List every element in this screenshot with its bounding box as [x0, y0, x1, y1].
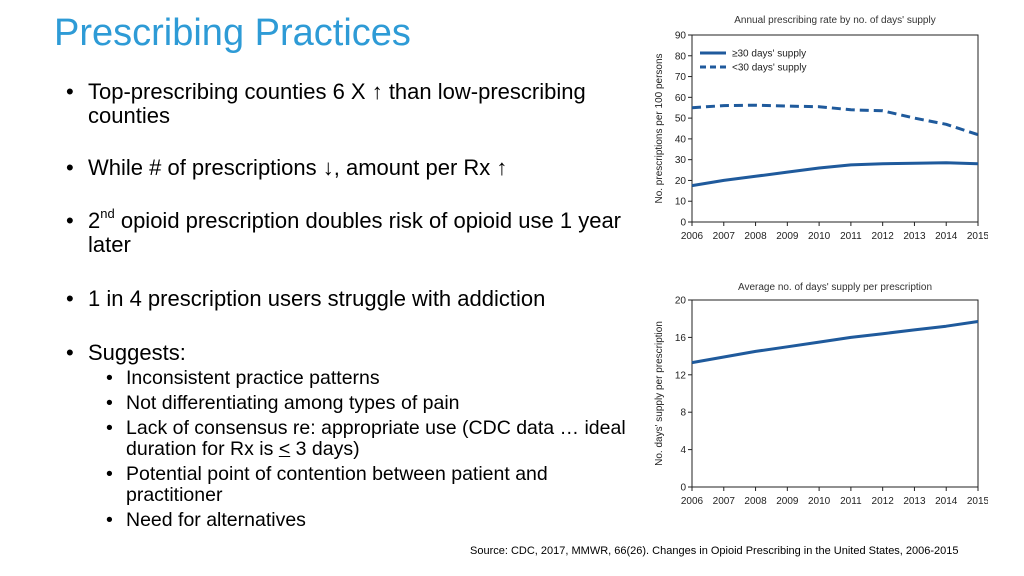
- y-tick-label: 12: [675, 370, 687, 381]
- y-axis-label: No. days' supply per prescription: [654, 321, 665, 466]
- bullet-icon: •: [106, 509, 113, 531]
- chart-title: Average no. of days' supply per prescrip…: [738, 282, 932, 293]
- y-tick-label: 40: [675, 134, 687, 145]
- series-line: [691, 161, 979, 188]
- y-tick-label: 90: [675, 31, 687, 42]
- bullet-text: 1 in 4 prescription users struggle with …: [88, 286, 546, 311]
- bullet-text: Top-prescribing counties 6 X ↑ than low-…: [88, 79, 586, 128]
- less-equal-symbol: <: [278, 438, 291, 460]
- bullet-icon: •: [66, 340, 74, 365]
- x-tick-label: 2010: [808, 496, 831, 507]
- bullet-icon: •: [106, 463, 113, 485]
- series-line: [691, 320, 979, 365]
- y-tick-label: 8: [680, 408, 686, 419]
- sub-bullet-text-tail: 3 days): [290, 438, 360, 460]
- x-tick-label: 2012: [872, 496, 895, 507]
- y-tick-label: 0: [680, 483, 686, 494]
- x-tick-label: 2014: [935, 231, 958, 242]
- y-tick-label: 20: [675, 296, 687, 307]
- bullet-text: 2nd opioid prescription doubles risk of …: [88, 205, 622, 257]
- sub-bullet-text: Lack of consensus re: appropriate use (C…: [126, 417, 626, 460]
- sub-bullet-text-main: Lack of consensus re: appropriate use (C…: [126, 417, 626, 460]
- sub-bullet-text: Potential point of contention between pa…: [126, 463, 548, 506]
- sub-bullet-text: Not differentiating among types of pain: [126, 392, 460, 414]
- prescribing-rate-chart: Annual prescribing rate by no. of days' …: [654, 15, 988, 242]
- bullet-text: While # of prescriptions ↓, amount per R…: [88, 155, 508, 180]
- x-tick-label: 2006: [681, 496, 704, 507]
- y-tick-label: 70: [675, 72, 687, 83]
- x-tick-label: 2008: [744, 231, 767, 242]
- days-supply-chart: Average no. of days' supply per prescrip…: [654, 282, 988, 507]
- source-citation: Source: CDC, 2017, MMWR, 66(26). Changes…: [470, 545, 959, 557]
- sub-bullet-item: • Need for alternatives: [66, 510, 636, 531]
- x-tick-label: 2009: [776, 496, 799, 507]
- x-tick-label: 2011: [840, 496, 862, 507]
- chart-title: Annual prescribing rate by no. of days' …: [734, 15, 935, 26]
- bullet-item: • Top-prescribing counties 6 X ↑ than lo…: [66, 80, 636, 128]
- bullet-item: • While # of prescriptions ↓, amount per…: [66, 156, 636, 180]
- x-tick-label: 2015: [967, 231, 988, 242]
- bullet-text: Suggests:: [88, 340, 186, 365]
- x-tick-label: 2014: [935, 496, 958, 507]
- sub-bullet-item: • Not differentiating among types of pai…: [66, 393, 636, 414]
- y-tick-label: 50: [675, 114, 687, 125]
- sub-bullet-text: Inconsistent practice patterns: [126, 367, 380, 389]
- bullet-icon: •: [66, 79, 74, 104]
- bullet-icon: •: [66, 155, 74, 180]
- plot-frame: [691, 299, 979, 488]
- legend-label: ≥30 days' supply: [732, 49, 806, 60]
- bullet-icon: •: [106, 367, 113, 389]
- ordinal-suffix: nd: [100, 205, 115, 221]
- bullet-text-rest: opioid prescription doubles risk of opio…: [88, 208, 622, 257]
- x-tick-label: 2006: [681, 231, 704, 242]
- x-tick-label: 2013: [903, 496, 926, 507]
- bullet-item: • 2nd opioid prescription doubles risk o…: [66, 205, 636, 257]
- bullet-item: • Suggests:: [66, 341, 636, 365]
- ordinal-number: 2: [88, 208, 101, 233]
- bullet-icon: •: [66, 208, 74, 233]
- y-tick-label: 20: [675, 176, 687, 187]
- bullet-icon: •: [106, 417, 113, 439]
- plot-frame: [691, 34, 979, 223]
- x-tick-label: 2008: [744, 496, 767, 507]
- y-tick-label: 4: [680, 445, 686, 456]
- sub-bullet-item: • Inconsistent practice patterns: [66, 368, 636, 389]
- y-tick-label: 60: [675, 93, 687, 104]
- bullet-item: • 1 in 4 prescription users struggle wit…: [66, 287, 636, 311]
- bullet-icon: •: [66, 286, 74, 311]
- x-tick-label: 2007: [713, 496, 736, 507]
- legend-label: <30 days' supply: [732, 63, 806, 74]
- bullet-icon: •: [106, 392, 113, 414]
- series-line: [691, 103, 979, 137]
- y-tick-label: 16: [675, 333, 687, 344]
- x-tick-label: 2011: [840, 231, 862, 242]
- slide-title: Prescribing Practices: [54, 12, 411, 54]
- y-tick-label: 10: [675, 197, 687, 208]
- x-tick-label: 2015: [967, 496, 988, 507]
- bullet-list: • Top-prescribing counties 6 X ↑ than lo…: [66, 80, 636, 531]
- sub-bullet-text: Need for alternatives: [126, 509, 306, 531]
- x-tick-label: 2013: [903, 231, 926, 242]
- y-axis-label: No. prescriptions per 100 persons: [654, 53, 665, 203]
- sub-bullet-item: • Potential point of contention between …: [66, 464, 636, 506]
- y-tick-label: 0: [680, 218, 686, 229]
- x-tick-label: 2010: [808, 231, 831, 242]
- sub-bullet-item: • Lack of consensus re: appropriate use …: [66, 418, 636, 460]
- x-tick-label: 2009: [776, 231, 799, 242]
- y-tick-label: 80: [675, 51, 687, 62]
- y-tick-label: 30: [675, 155, 687, 166]
- x-tick-label: 2012: [872, 231, 895, 242]
- x-tick-label: 2007: [713, 231, 736, 242]
